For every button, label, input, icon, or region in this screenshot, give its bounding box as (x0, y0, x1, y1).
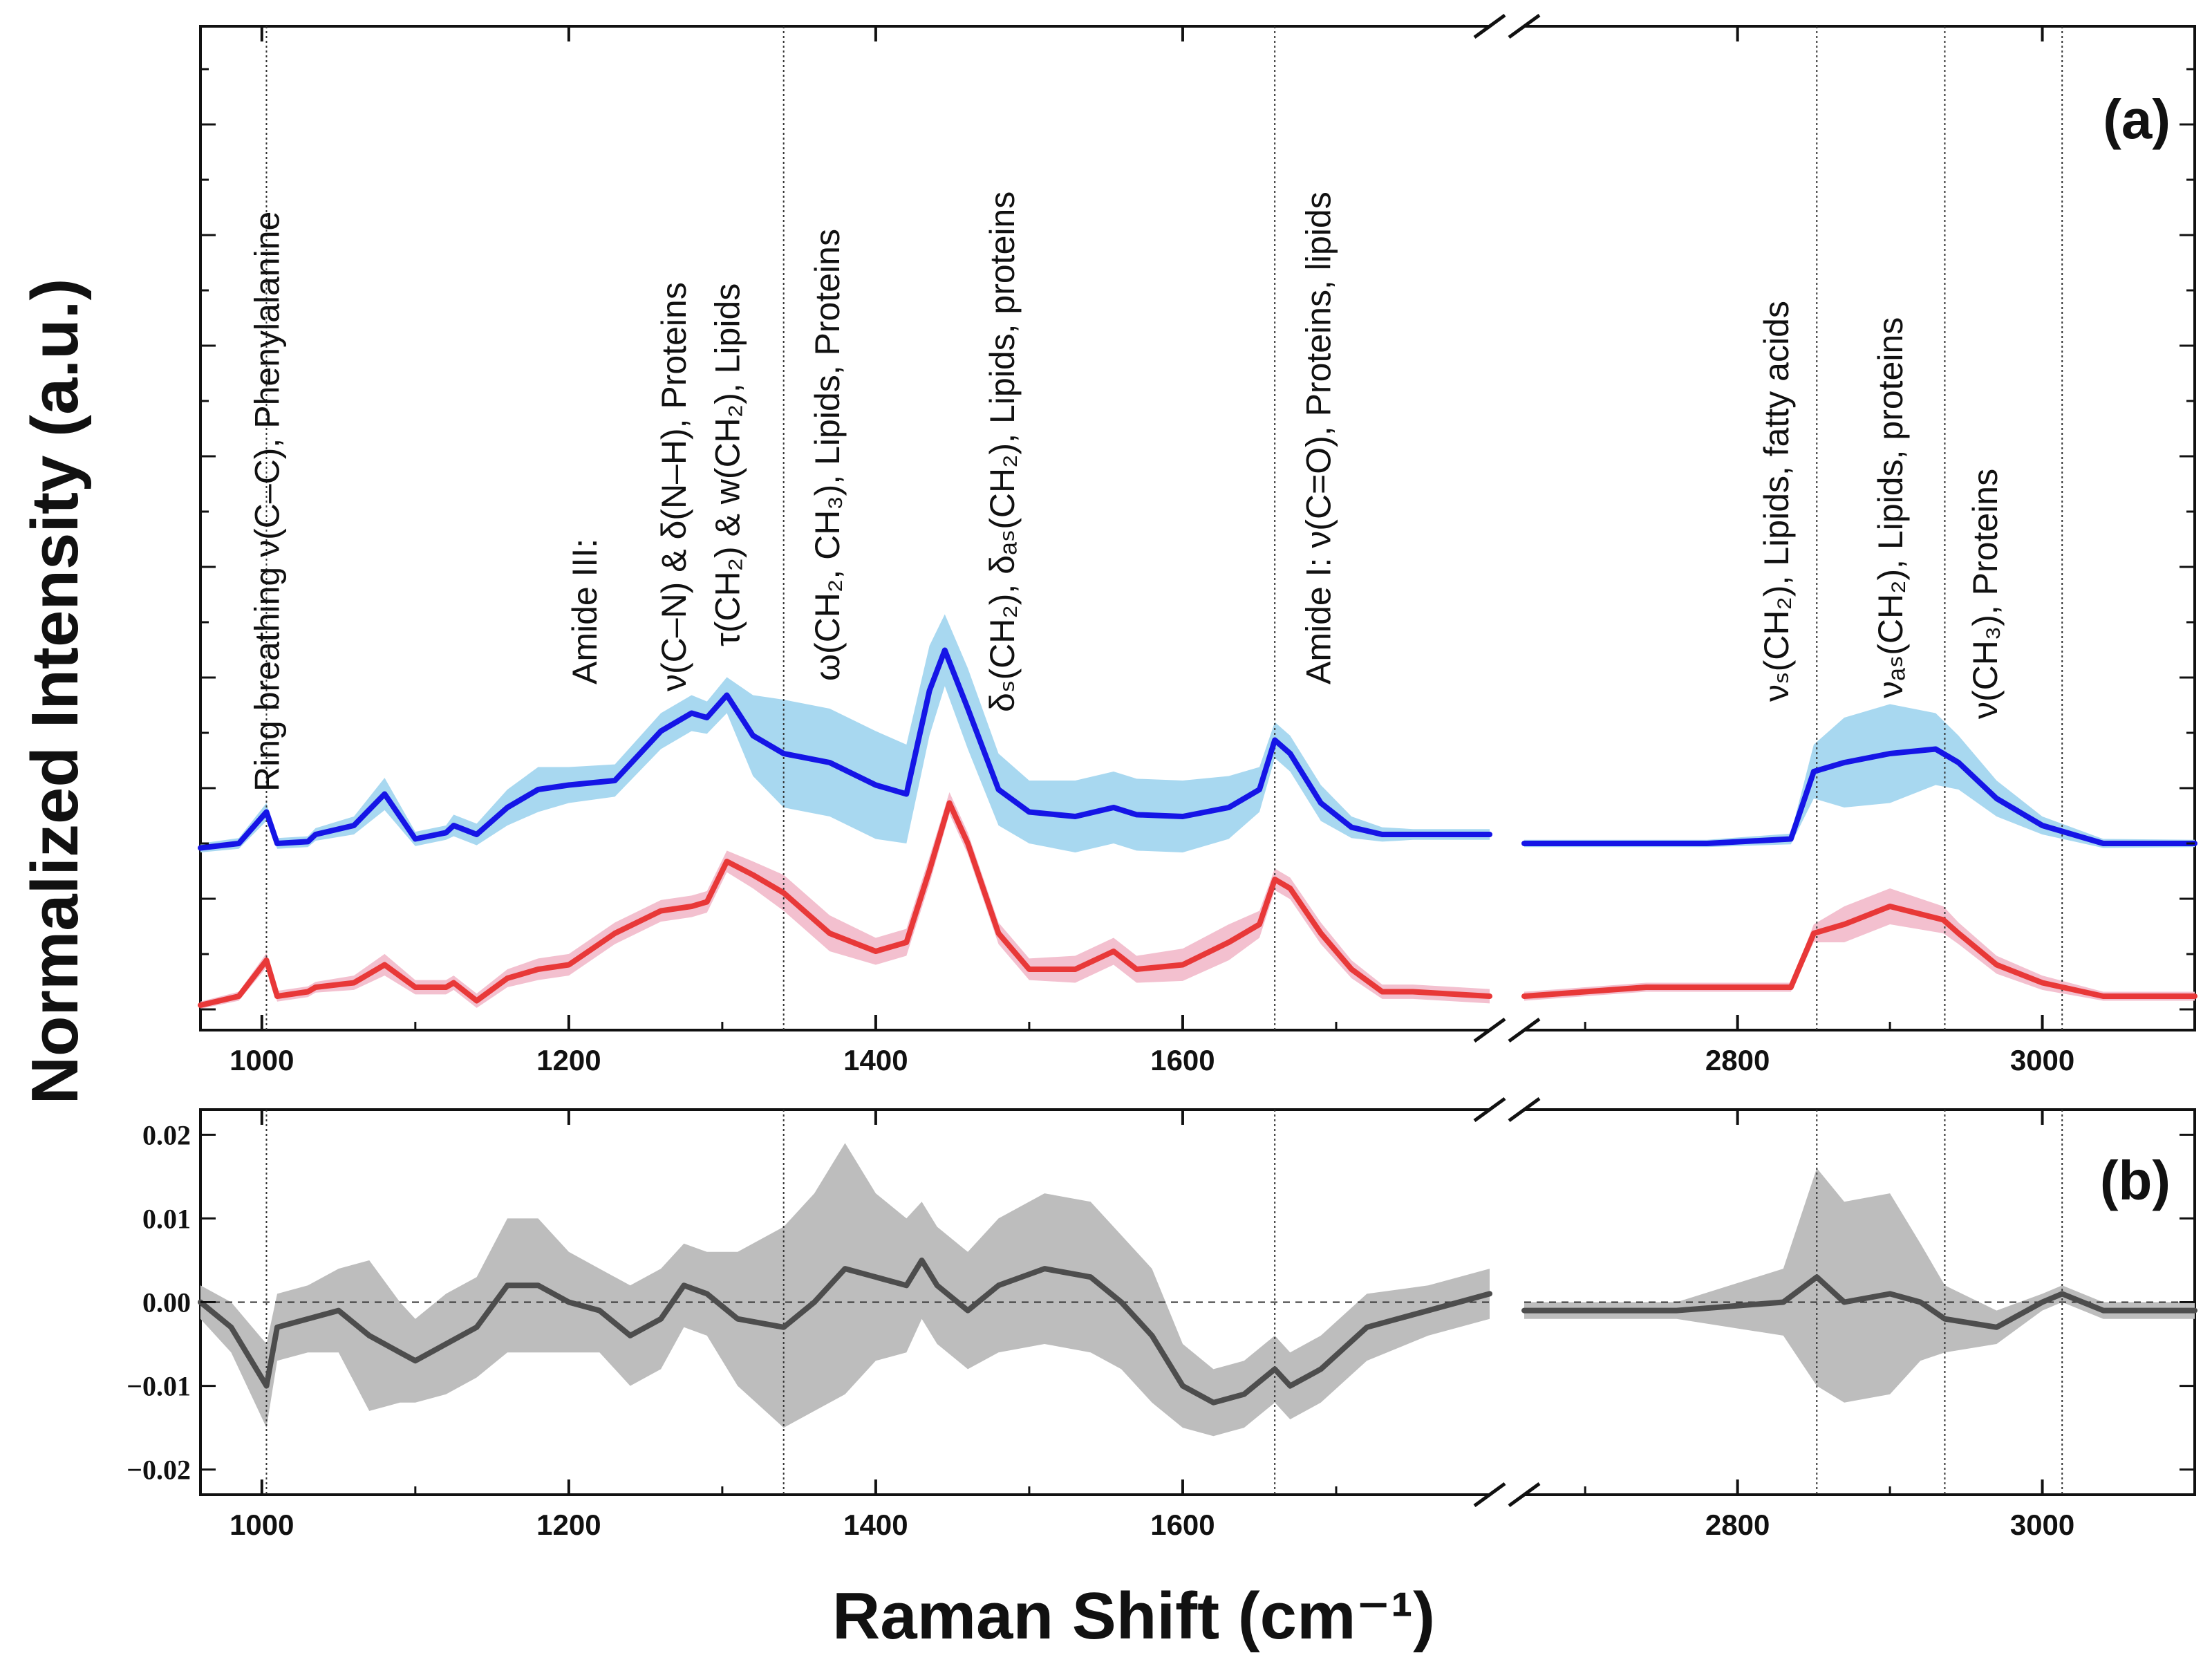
y-tick-label: 0.00 (142, 1287, 191, 1318)
series-1-line (198, 800, 1492, 1008)
x-tick-label: 1600 (1150, 1044, 1215, 1076)
panel-a-label: (a) (2103, 88, 2171, 150)
series-1-band (1524, 888, 2195, 1001)
annotation-label: Ring breathing ν(C–C), Phenylalanine (248, 212, 287, 792)
x-tick-label: 1400 (843, 1509, 908, 1541)
series-0-line (1521, 1274, 2197, 1330)
axis-break-mark (1473, 1017, 1506, 1043)
panel-a-lines (198, 647, 2197, 1008)
x-axis-label: Raman Shift (cm⁻¹) (832, 1579, 1435, 1653)
x-tick-label: 1200 (536, 1509, 601, 1541)
axis-break-mark (1473, 1482, 1506, 1508)
series-1-line (1521, 904, 2197, 999)
annotation-label: Amide III: (565, 539, 604, 684)
panel-a-frame (199, 13, 2196, 1043)
y-tick-label: −0.01 (126, 1371, 191, 1402)
y-tick-label: 0.01 (142, 1203, 191, 1234)
x-tick-label: 1400 (843, 1044, 908, 1076)
series-0-band (1524, 1168, 2195, 1403)
annotation-label: νₐₛ(CH₂), Lipids, proteins (1871, 317, 1910, 698)
x-tick-label: 2800 (1705, 1509, 1770, 1541)
x-tick-label: 1200 (536, 1044, 601, 1076)
frame-right-box (1524, 25, 2196, 1031)
x-tick-label: 3000 (2010, 1044, 2074, 1076)
x-tick-label: 1000 (229, 1509, 294, 1541)
axis-break-mark (1508, 1096, 1541, 1123)
x-tick-label: 2800 (1705, 1044, 1770, 1076)
axis-break-mark (1473, 1096, 1506, 1123)
annotation-label: Amide I: ν(C=O), Proteins, lipids (1299, 192, 1338, 684)
axis-break-mark (1508, 1482, 1541, 1508)
frame-left-box (199, 25, 1490, 1031)
series-0-line (1521, 746, 2197, 846)
panel-a-annotations: Ring breathing ν(C–C), Phenylalanine Amid… (248, 192, 2005, 792)
x-tick-label: 1600 (1150, 1509, 1215, 1541)
panel-b-lines (198, 1258, 2197, 1406)
series-0-band (200, 614, 1490, 852)
series-1-band (200, 792, 1490, 1009)
series-0-line (198, 1258, 1492, 1406)
panel-b-label: (b) (2100, 1150, 2171, 1211)
axis-break-mark (1508, 1017, 1541, 1043)
axis-break-mark (1473, 13, 1506, 39)
annotation-label: νₛ(CH₂), Lipids, fatty acids (1757, 301, 1796, 702)
panel-b-ticks: 1000 1200 1400 1600 2800 3000 0.02 0.01 0.00 −0.0… (126, 1110, 2196, 1541)
annotation-label: ν(CH₃), Proteins (1966, 469, 2005, 719)
x-tick-label: 3000 (2010, 1509, 2074, 1541)
y-axis-label: Normalized Intensity (a.u.) (18, 279, 92, 1105)
x-tick-label: 1000 (229, 1044, 294, 1076)
y-tick-label: −0.02 (126, 1455, 191, 1486)
annotation-label: ν(C–N) & δ(N–H), Proteins (655, 282, 693, 691)
series-0-line (198, 647, 1492, 851)
series-0-band (1524, 704, 2195, 848)
axis-break-mark (1508, 13, 1541, 39)
series-0-band (200, 1143, 1490, 1437)
y-tick-label: 0.02 (142, 1119, 191, 1150)
panel-a-bands (200, 614, 2195, 1009)
annotation-label: ω(CH₂, CH₃), Lipids, Proteins (808, 229, 847, 681)
panel-a-ticks: 1000 1200 1400 1600 2800 3000 (200, 26, 2196, 1076)
annotation-label: τ(CH₂) & w(CH₂), Lipids (709, 283, 747, 646)
annotation-label: δₛ(CH₂), δₐₛ(CH₂), Lipids, proteins (983, 192, 1022, 712)
panel-b-vlines (200, 1110, 2195, 1495)
